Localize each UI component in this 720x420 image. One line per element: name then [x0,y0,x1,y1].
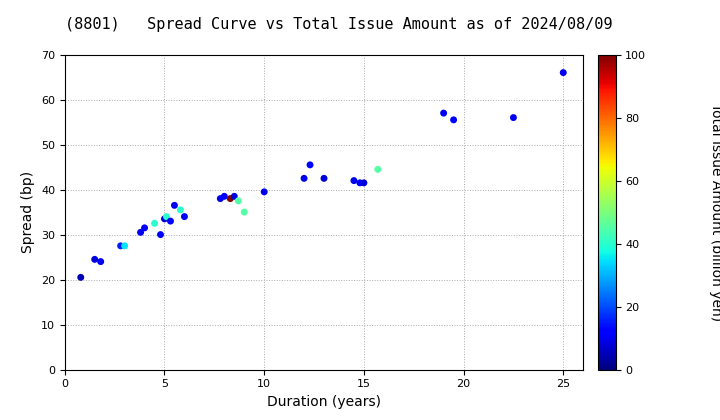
Point [438,110,449,116]
Point [225,195,236,202]
Point [448,116,459,123]
Point [75,274,86,281]
Y-axis label: Spread (bp): Spread (bp) [22,171,35,253]
Point [158,215,170,222]
Point [175,207,186,213]
Point [219,193,230,199]
Point [168,202,180,209]
Point [305,161,316,168]
Point [89,256,101,263]
Point [298,175,310,182]
Point [354,179,366,186]
Point [149,220,161,227]
Y-axis label: Total Issue Amount (billion yen): Total Issue Amount (billion yen) [708,103,720,321]
Text: (8801)   Spread Curve vs Total Issue Amount as of 2024/08/09: (8801) Spread Curve vs Total Issue Amoun… [65,17,612,32]
Point [233,197,244,204]
Point [258,189,270,195]
Point [557,69,569,76]
Point [358,179,369,186]
Point [318,175,330,182]
Point [135,229,146,236]
X-axis label: Duration (years): Duration (years) [267,395,381,409]
Point [179,213,190,220]
Point [372,166,384,173]
Point [215,195,226,202]
Point [508,114,519,121]
Point [165,218,176,224]
Point [228,193,240,199]
Point [119,242,130,249]
Point [161,213,172,220]
Point [348,177,360,184]
Point [155,231,166,238]
Point [115,242,127,249]
Point [139,224,150,231]
Point [95,258,107,265]
Point [238,209,250,215]
